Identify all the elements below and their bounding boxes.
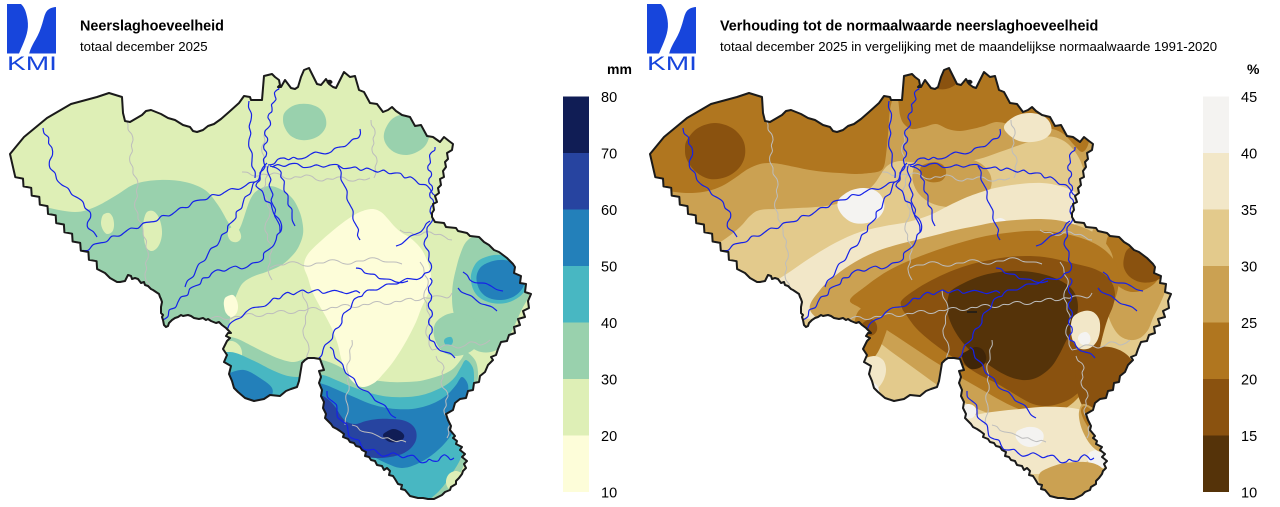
- svg-text:35: 35: [1241, 203, 1257, 219]
- svg-text:25: 25: [1241, 316, 1257, 332]
- svg-text:%: %: [1247, 61, 1260, 77]
- svg-text:30: 30: [1241, 260, 1257, 276]
- svg-text:10: 10: [601, 486, 617, 502]
- svg-text:70: 70: [601, 147, 617, 163]
- svg-text:80: 80: [601, 90, 617, 106]
- svg-text:totaal december 2025: totaal december 2025: [80, 39, 208, 54]
- svg-text:totaal december 2025 in vergel: totaal december 2025 in vergelijking met…: [720, 39, 1217, 54]
- svg-text:Neerslaghoeveelheid: Neerslaghoeveelheid: [80, 19, 224, 35]
- svg-text:45: 45: [1241, 90, 1257, 106]
- svg-text:KMI: KMI: [647, 53, 697, 75]
- svg-text:10: 10: [1241, 486, 1257, 502]
- svg-text:40: 40: [1241, 147, 1257, 163]
- svg-text:20: 20: [601, 429, 617, 445]
- svg-text:mm: mm: [607, 61, 632, 77]
- svg-text:60: 60: [601, 203, 617, 219]
- svg-text:Verhouding tot de normaalwaard: Verhouding tot de normaalwaarde neerslag…: [720, 19, 1098, 35]
- svg-text:KMI: KMI: [7, 53, 57, 75]
- svg-text:20: 20: [1241, 373, 1257, 389]
- svg-text:50: 50: [601, 260, 617, 276]
- svg-text:15: 15: [1241, 429, 1257, 445]
- svg-text:30: 30: [601, 373, 617, 389]
- svg-text:40: 40: [601, 316, 617, 332]
